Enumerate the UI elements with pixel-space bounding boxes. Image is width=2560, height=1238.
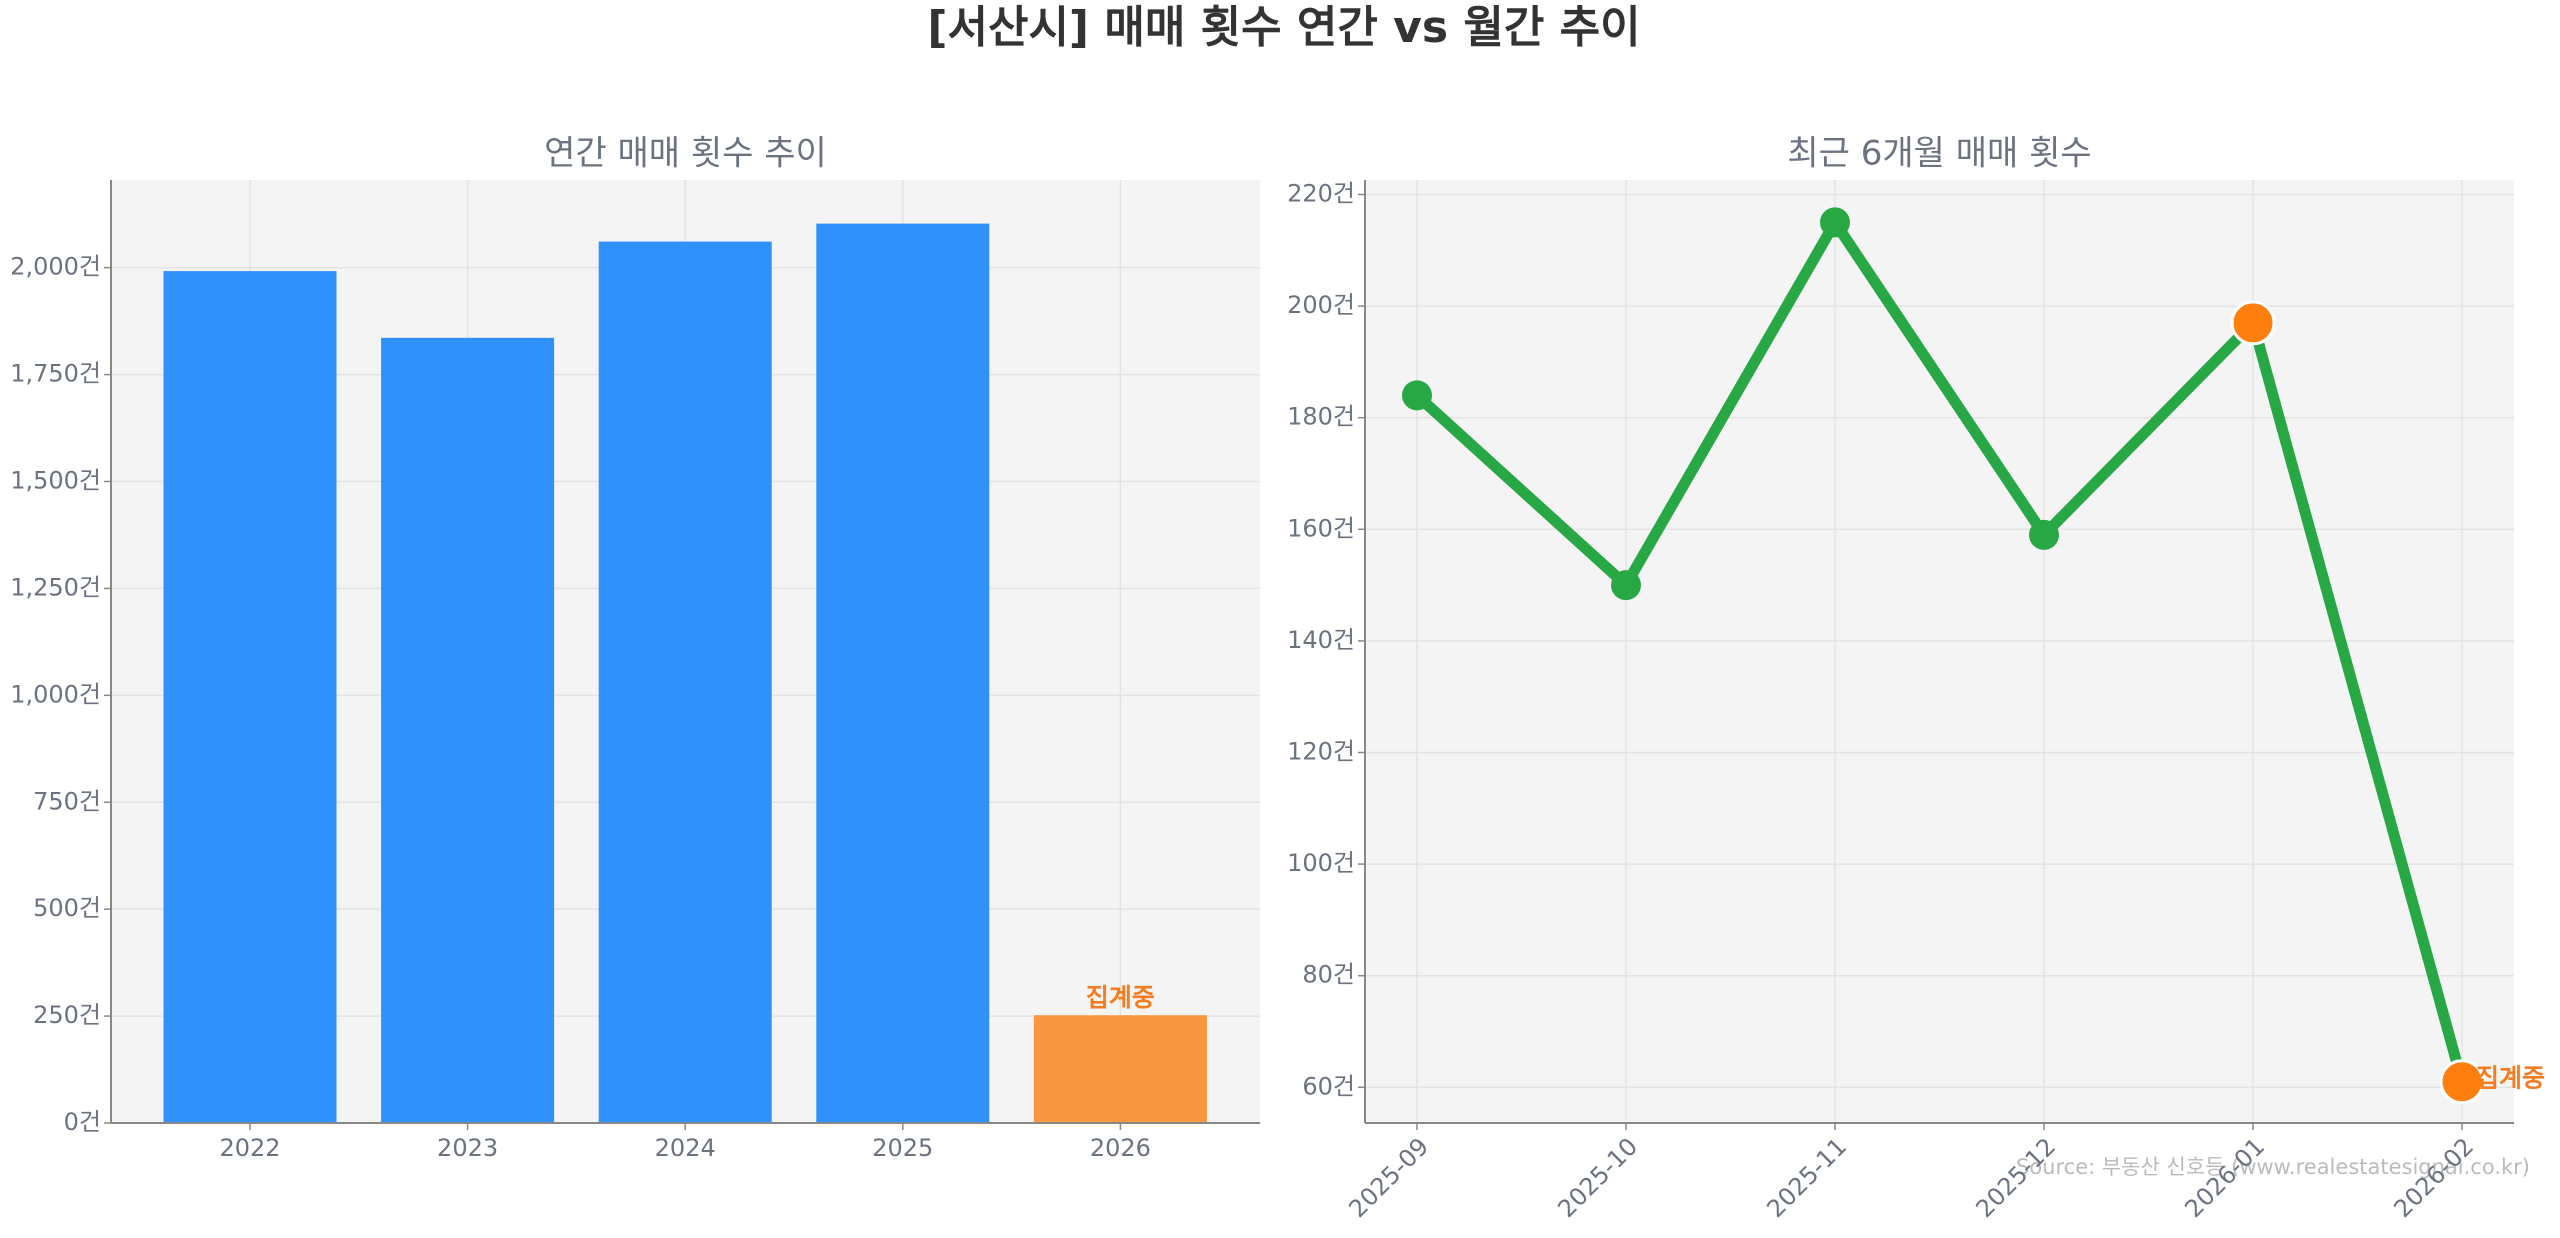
bar <box>163 271 337 1123</box>
source-note: Source: 부동산 신호등 (www.realestatesignal.co… <box>2016 1155 2530 1179</box>
marker <box>2029 519 2059 550</box>
x-tick-label: 2025-10 <box>1552 1132 1643 1223</box>
marker <box>2439 1059 2485 1105</box>
y-tick-label: 60건 <box>1302 1072 1355 1100</box>
y-tick-label: 250건 <box>33 1001 101 1029</box>
y-tick-label: 200건 <box>1287 291 1355 319</box>
x-tick-label: 2025-09 <box>1343 1132 1434 1223</box>
x-tick-label: 2024 <box>655 1134 716 1162</box>
x-tick-label: 2026 <box>1090 1134 1151 1162</box>
y-tick-label: 2,000건 <box>10 253 101 281</box>
y-tick-label: 0건 <box>64 1108 101 1136</box>
y-tick-label: 750건 <box>33 787 101 815</box>
marker <box>1820 207 1850 238</box>
x-tick-label: 2025-11 <box>1761 1132 1852 1223</box>
x-tick-label: 2022 <box>219 1134 280 1162</box>
y-tick-label: 80건 <box>1302 961 1355 989</box>
y-tick-label: 160건 <box>1287 514 1355 542</box>
figure-title: [서산시] 매매 횟수 연간 vs 월간 추이 <box>927 2 1640 53</box>
bar <box>381 337 555 1123</box>
annotation: 집계중 <box>2476 1064 2545 1093</box>
y-tick-label: 220건 <box>1287 180 1355 208</box>
y-tick-label: 100건 <box>1287 849 1355 877</box>
y-tick-label: 1,250건 <box>10 573 101 601</box>
bar <box>1033 1015 1207 1123</box>
annotation: 집계중 <box>1086 983 1155 1012</box>
y-tick-label: 1,500건 <box>10 467 101 495</box>
x-tick-label: 2023 <box>437 1134 498 1162</box>
y-tick-label: 500건 <box>33 894 101 922</box>
chart-title: 최근 6개월 매매 횟수 <box>1787 134 2091 174</box>
marker <box>1402 380 1432 411</box>
y-tick-label: 120건 <box>1287 737 1355 765</box>
bar <box>598 241 772 1123</box>
bar <box>816 223 990 1123</box>
line <box>1413 216 2468 1084</box>
y-tick-label: 1,750건 <box>10 360 101 388</box>
y-tick-label: 180건 <box>1287 403 1355 431</box>
marker <box>1611 570 1641 601</box>
chart-title: 연간 매매 횟수 추이 <box>544 134 827 174</box>
y-tick-label: 1,000건 <box>10 680 101 708</box>
x-tick-label: 2025 <box>872 1134 933 1162</box>
y-tick-label: 140건 <box>1287 626 1355 654</box>
plot-area <box>1365 180 2514 1123</box>
marker <box>2230 300 2276 346</box>
